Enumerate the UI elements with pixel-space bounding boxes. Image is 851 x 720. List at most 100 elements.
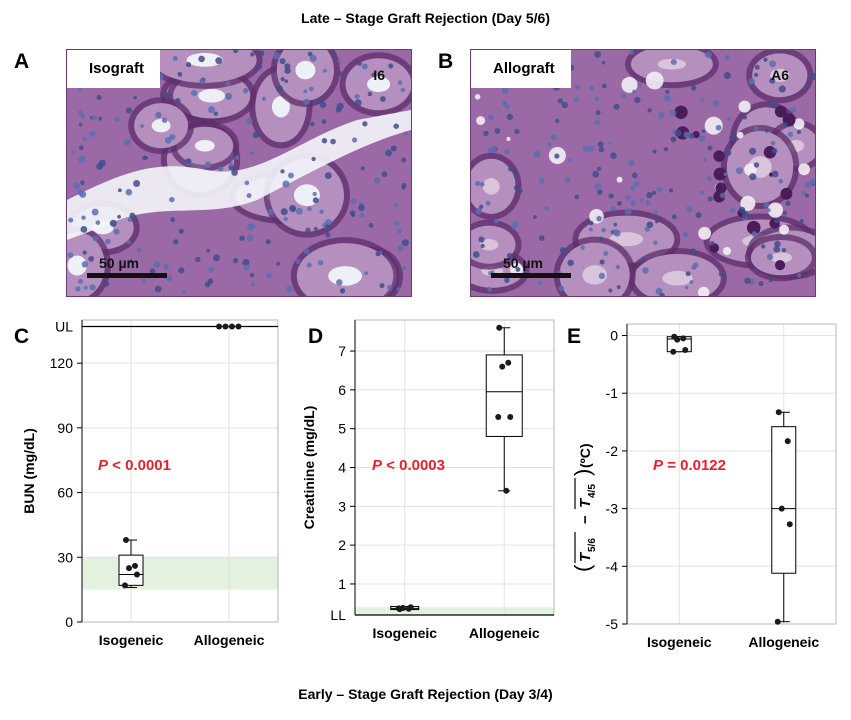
nucleus — [91, 115, 98, 121]
nucleus — [769, 100, 777, 108]
nucleus — [81, 261, 89, 268]
nucleus — [631, 172, 638, 179]
nucleus — [567, 158, 572, 162]
nucleus — [639, 198, 645, 203]
x-category-label: Allogeneic — [469, 625, 540, 641]
y-tick-label: -4 — [606, 558, 619, 574]
nucleus — [321, 119, 327, 125]
nucleus — [729, 207, 736, 214]
nucleus — [185, 61, 192, 68]
nucleus — [748, 78, 755, 85]
y-axis-label: (T5/6−T4/5)(ºC) — [570, 443, 598, 572]
nucleus — [325, 224, 330, 229]
nucleus — [266, 272, 272, 279]
nucleus — [242, 87, 249, 94]
nucleus — [225, 92, 233, 100]
nucleus — [663, 146, 669, 152]
normal-range-band — [355, 607, 554, 615]
nucleus — [809, 72, 815, 81]
nucleus — [668, 188, 674, 193]
nucleus — [261, 96, 267, 101]
nucleus — [588, 227, 593, 232]
nucleus — [82, 136, 88, 142]
nucleus — [349, 210, 356, 217]
nucleus — [683, 131, 690, 138]
nucleus — [177, 71, 183, 77]
nucleus — [362, 121, 368, 127]
nucleus — [769, 77, 776, 84]
scale-bar-label: 50 µm — [99, 255, 139, 271]
nucleus — [554, 153, 560, 159]
nucleus — [754, 72, 759, 77]
nucleus — [71, 150, 76, 155]
nucleus — [706, 176, 713, 182]
nucleus — [324, 172, 332, 180]
nucleus — [686, 205, 693, 213]
cast-granule — [780, 187, 793, 200]
nucleus — [598, 272, 606, 280]
nucleus — [594, 96, 600, 102]
nucleus — [487, 286, 493, 292]
nucleus — [689, 280, 694, 285]
nucleus — [172, 56, 178, 61]
nucleus — [309, 54, 317, 62]
cast-granule — [715, 182, 727, 194]
nucleus — [707, 145, 713, 151]
y-tick-label: -1 — [606, 385, 619, 401]
nucleus — [161, 117, 168, 123]
nucleus — [771, 170, 779, 178]
data-point — [132, 562, 138, 569]
nucleus — [655, 287, 663, 295]
nucleus — [724, 54, 730, 61]
nucleus — [603, 251, 609, 256]
nucleus — [224, 80, 231, 87]
nucleus — [501, 87, 509, 94]
nucleus — [483, 130, 489, 137]
y-tick-label: 0 — [65, 614, 73, 630]
nucleus — [133, 180, 141, 188]
cast-granule — [674, 105, 688, 119]
y-tick-label: 0 — [610, 328, 618, 344]
data-point — [775, 409, 782, 416]
y-tick-label: -3 — [606, 501, 619, 517]
nucleus — [487, 114, 494, 121]
nucleus — [83, 285, 88, 290]
nucleus — [478, 236, 485, 243]
tubule-lumen — [194, 140, 215, 152]
nucleus — [178, 228, 184, 234]
y-tick-label: 3 — [338, 498, 346, 514]
vacuole — [767, 202, 783, 218]
plot-frame — [626, 323, 837, 625]
y-tick-label: 5 — [338, 421, 346, 437]
nucleus — [117, 188, 122, 193]
nucleus — [243, 264, 250, 271]
data-point — [680, 335, 687, 342]
nucleus — [564, 177, 571, 183]
nucleus — [380, 96, 386, 102]
nucleus — [170, 217, 176, 223]
nucleus — [306, 262, 312, 268]
vacuole — [738, 100, 751, 113]
nucleus — [402, 265, 407, 271]
p-value: = 0.0122 — [663, 457, 726, 474]
x-category-label: Allogeneic — [748, 634, 819, 650]
nucleus — [617, 200, 622, 206]
nucleus — [665, 89, 670, 94]
nucleus — [80, 180, 85, 186]
nucleus — [169, 196, 175, 203]
cast-granule — [774, 260, 786, 271]
data-point — [774, 618, 781, 625]
nucleus — [337, 58, 342, 63]
nucleus — [303, 89, 308, 94]
nucleus — [695, 212, 702, 219]
normal-range-band — [82, 557, 278, 590]
nucleus — [397, 244, 404, 252]
panel-b-letter: B — [438, 50, 454, 73]
vacuole — [740, 195, 756, 211]
nucleus — [80, 113, 85, 119]
nucleus — [669, 109, 677, 117]
nucleus — [319, 101, 327, 109]
paren: ( — [570, 564, 595, 572]
nucleus — [68, 217, 74, 223]
nucleus — [654, 219, 659, 224]
